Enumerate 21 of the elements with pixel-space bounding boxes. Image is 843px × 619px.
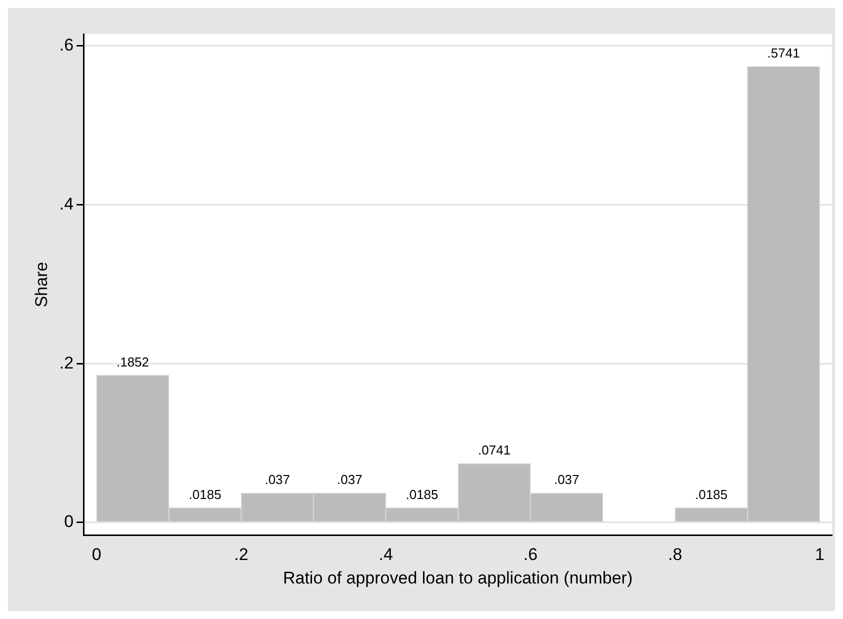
data-label: .0185 bbox=[694, 486, 728, 502]
x-tick-label: 1 bbox=[814, 545, 824, 564]
x-tick-label: .4 bbox=[378, 545, 393, 564]
data-label: .0185 bbox=[188, 486, 222, 502]
x-tick-label: .2 bbox=[234, 545, 248, 564]
x-axis-title: Ratio of approved loan to application (number) bbox=[282, 568, 633, 588]
y-axis-title: Share bbox=[32, 262, 51, 308]
y-tick-label: .4 bbox=[59, 194, 74, 214]
y-tick-label: 0 bbox=[64, 512, 74, 532]
data-label: .037 bbox=[264, 472, 290, 488]
y-tick-label: .2 bbox=[59, 353, 74, 372]
x-tick-label: .8 bbox=[668, 545, 682, 564]
data-label: .1852 bbox=[116, 354, 150, 370]
data-label: .0741 bbox=[478, 442, 511, 458]
data-label: .5741 bbox=[767, 46, 800, 61]
y-tick-label: .6 bbox=[59, 36, 74, 55]
data-label: .0185 bbox=[406, 486, 438, 502]
x-tick-label: 0 bbox=[92, 545, 102, 564]
data-label: .037 bbox=[554, 472, 580, 488]
x-tick-label: .6 bbox=[523, 545, 538, 564]
data-label: .037 bbox=[337, 472, 362, 488]
